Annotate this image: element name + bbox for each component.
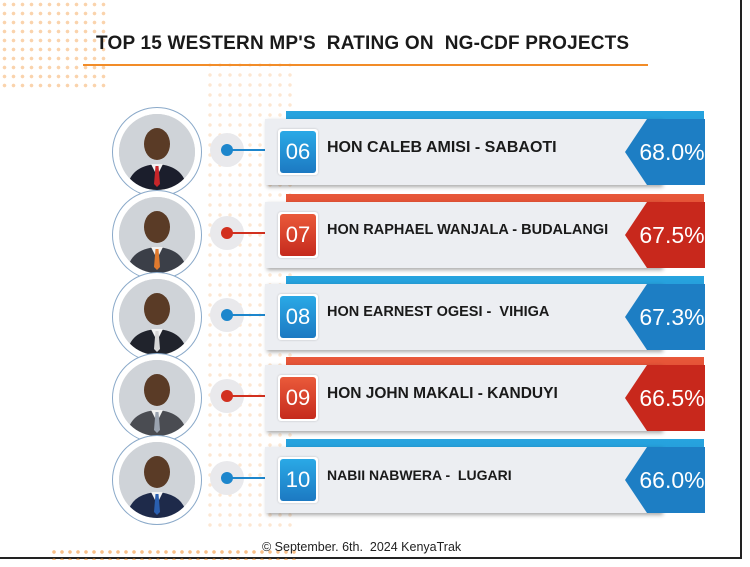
person-portrait-icon (119, 442, 195, 518)
mp-photo (119, 197, 195, 273)
rating-bar (265, 202, 661, 268)
rank-number: 06 (280, 131, 316, 173)
person-portrait-icon (119, 114, 195, 190)
footer-credit: © September. 6th. 2024 KenyaTrak (262, 540, 462, 554)
person-portrait-icon (119, 360, 195, 436)
mp-photo-frame (112, 353, 202, 443)
mp-name: HON RAPHAEL WANJALA - BUDALANGI (327, 222, 609, 238)
rank-number: 10 (280, 459, 316, 501)
mp-photo-frame (112, 190, 202, 280)
connector-dot (221, 227, 233, 239)
rating-row: 08 HON EARNEST OGESI - VIHIGA 67.3% (0, 272, 742, 362)
mp-photo-frame (112, 107, 202, 197)
rating-value: 68.0% (639, 139, 705, 165)
mp-name: HON JOHN MAKALI - KANDUYI (327, 385, 558, 402)
mp-photo (119, 279, 195, 355)
rating-value-tab: 67.3% (625, 284, 705, 350)
page-frame (0, 0, 742, 559)
rating-row: 06 HON CALEB AMISI - SABAOTI 68.0% (0, 107, 742, 197)
connector-line (232, 149, 268, 151)
rank-badge: 09 (278, 375, 318, 421)
decorative-dots-top-left (0, 0, 110, 90)
connector-dot (221, 309, 233, 321)
person-portrait-icon (119, 197, 195, 273)
rank-number: 08 (280, 296, 316, 338)
connector-line (232, 232, 268, 234)
rating-tab-shape (625, 119, 705, 185)
rating-bar (265, 284, 661, 350)
rating-value: 66.0% (639, 467, 705, 493)
rating-value-tab: 67.5% (625, 202, 705, 268)
rating-bar (265, 447, 661, 513)
connector-dot (221, 472, 233, 484)
rank-number: 09 (280, 377, 316, 419)
connector-dot (221, 144, 233, 156)
rank-badge: 06 (278, 129, 318, 175)
rating-value-tab: 68.0% (625, 119, 705, 185)
rating-tab-shape (625, 365, 705, 431)
rating-value: 66.5% (639, 385, 705, 411)
chart-title: TOP 15 WESTERN MP'S RATING ON NG-CDF PRO… (96, 33, 630, 54)
mp-photo (119, 360, 195, 436)
rank-badge: 10 (278, 457, 318, 503)
rating-bar (265, 119, 661, 185)
rating-tab-shape (625, 447, 705, 513)
rating-row: 09 HON JOHN MAKALI - KANDUYI 66.5% (0, 353, 742, 443)
rank-badge: 07 (278, 212, 318, 258)
mp-photo-frame (112, 272, 202, 362)
mp-name: HON EARNEST OGESI - VIHIGA (327, 304, 550, 320)
rank-badge: 08 (278, 294, 318, 340)
mp-photo (119, 114, 195, 190)
connector-line (232, 314, 268, 316)
rating-value: 67.5% (639, 222, 705, 248)
rating-value-tab: 66.5% (625, 365, 705, 431)
mp-photo (119, 442, 195, 518)
mp-name: HON CALEB AMISI - SABAOTI (327, 139, 557, 156)
title-underline (83, 64, 648, 66)
rating-value: 67.3% (639, 304, 705, 330)
rating-bar (265, 365, 661, 431)
rating-tab-shape (625, 284, 705, 350)
rank-number: 07 (280, 214, 316, 256)
rating-tab-shape (625, 202, 705, 268)
rating-value-tab: 66.0% (625, 447, 705, 513)
mp-name: NABII NABWERA - LUGARI (327, 467, 512, 483)
connector-line (232, 395, 268, 397)
person-portrait-icon (119, 279, 195, 355)
mp-photo-frame (112, 435, 202, 525)
decorative-dots-bottom (50, 548, 300, 560)
connector-dot (221, 390, 233, 402)
connector-line (232, 477, 268, 479)
rating-row: 07 HON RAPHAEL WANJALA - BUDALANGI 67.5% (0, 190, 742, 280)
rating-row: 10 NABII NABWERA - LUGARI 66.0% (0, 435, 742, 525)
